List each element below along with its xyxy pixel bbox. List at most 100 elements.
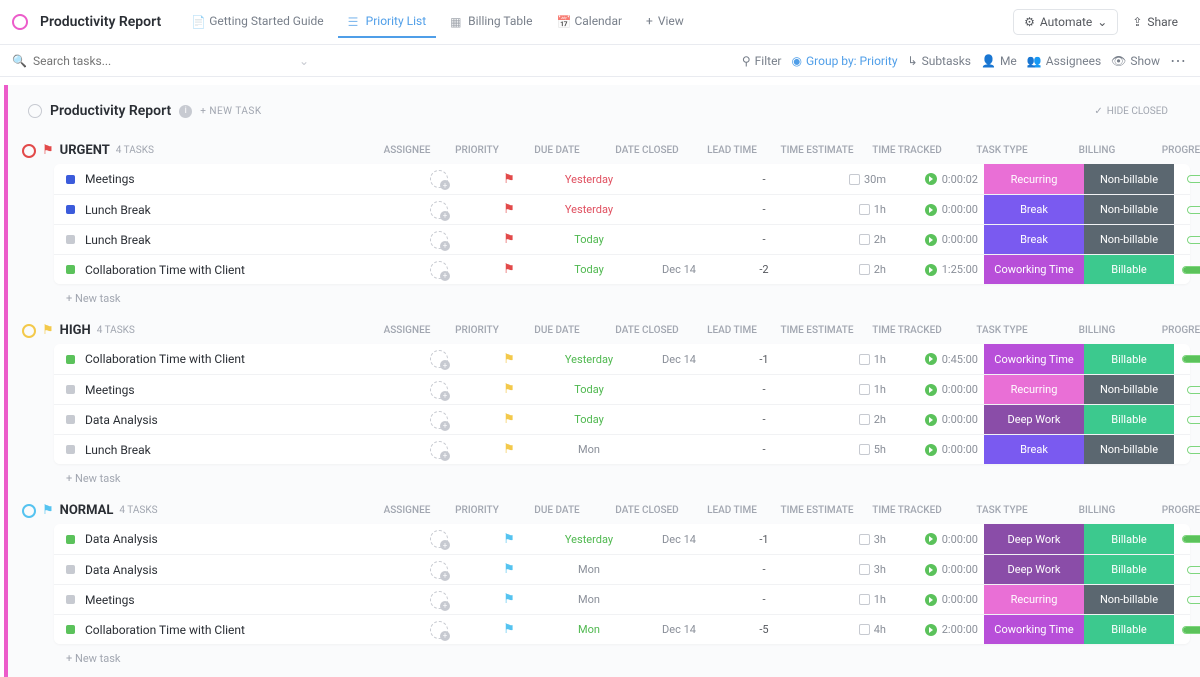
new-task-button[interactable]: + New task bbox=[14, 284, 1200, 305]
due-date[interactable]: Yesterday bbox=[544, 203, 634, 216]
time-estimate[interactable]: 2h bbox=[804, 413, 894, 426]
time-tracked[interactable]: 0:00:00 bbox=[894, 413, 984, 426]
due-date[interactable]: Today bbox=[544, 413, 634, 426]
priority-flag-icon[interactable]: ⚑ bbox=[503, 412, 515, 427]
due-date[interactable]: Mon bbox=[544, 623, 634, 636]
add-view-button[interactable]: + View bbox=[636, 6, 694, 38]
play-icon[interactable] bbox=[925, 384, 937, 396]
billing-tag[interactable]: Non-billable bbox=[1084, 585, 1174, 614]
time-tracked[interactable]: 0:00:00 bbox=[894, 593, 984, 606]
time-tracked[interactable]: 0:00:00 bbox=[894, 443, 984, 456]
assignee-avatar[interactable] bbox=[430, 381, 448, 399]
show-button[interactable]: 👁Show bbox=[1111, 54, 1160, 68]
assignee-avatar[interactable] bbox=[430, 591, 448, 609]
billing-tag[interactable]: Non-billable bbox=[1084, 375, 1174, 404]
time-estimate[interactable]: 3h bbox=[804, 533, 894, 546]
billing-tag[interactable]: Billable bbox=[1084, 615, 1174, 644]
progress-cell[interactable]: 0% bbox=[1174, 595, 1200, 605]
assignee-avatar[interactable] bbox=[430, 411, 448, 429]
billing-tag[interactable]: Billable bbox=[1084, 255, 1174, 284]
collapse-icon[interactable] bbox=[22, 324, 36, 338]
play-icon[interactable] bbox=[925, 173, 937, 185]
priority-flag-icon[interactable]: ⚑ bbox=[503, 352, 515, 367]
collapse-icon[interactable] bbox=[22, 144, 36, 158]
play-icon[interactable] bbox=[925, 444, 937, 456]
task-row[interactable]: Collaboration Time with Client ⚑ Today D… bbox=[54, 254, 1190, 284]
play-icon[interactable] bbox=[925, 204, 937, 216]
play-icon[interactable] bbox=[925, 234, 937, 246]
tab-priority-list[interactable]: ☰ Priority List bbox=[338, 6, 436, 38]
progress-cell[interactable]: 0% bbox=[1174, 565, 1200, 575]
progress-cell[interactable]: 0% bbox=[1174, 415, 1200, 425]
task-type-tag[interactable]: Deep Work bbox=[984, 555, 1084, 584]
time-estimate[interactable]: 4h bbox=[804, 623, 894, 636]
due-date[interactable]: Yesterday bbox=[544, 353, 634, 366]
me-button[interactable]: 👤Me bbox=[981, 54, 1017, 68]
task-type-tag[interactable]: Recurring bbox=[984, 375, 1084, 404]
chevron-down-icon[interactable]: ⌄ bbox=[299, 54, 309, 68]
progress-cell[interactable]: 100% bbox=[1174, 534, 1200, 544]
due-date[interactable]: Today bbox=[544, 263, 634, 276]
priority-flag-icon[interactable]: ⚑ bbox=[503, 262, 515, 277]
task-row[interactable]: Lunch Break ⚑ Mon - 5h 0:00:00 Break Non… bbox=[54, 434, 1190, 464]
progress-cell[interactable]: 0% bbox=[1174, 445, 1200, 455]
search-input[interactable] bbox=[33, 54, 233, 68]
due-date[interactable]: Today bbox=[544, 383, 634, 396]
time-tracked[interactable]: 0:00:00 bbox=[894, 383, 984, 396]
due-date[interactable]: Mon bbox=[544, 593, 634, 606]
automate-button[interactable]: ⚙ Automate ⌄ bbox=[1013, 9, 1118, 35]
tab-getting-started-guide[interactable]: 📄 Getting Started Guide bbox=[181, 6, 333, 38]
status-square-icon[interactable] bbox=[66, 535, 75, 544]
time-estimate[interactable]: 1h bbox=[804, 353, 894, 366]
priority-flag-icon[interactable]: ⚑ bbox=[503, 592, 515, 607]
section-toggle-icon[interactable] bbox=[28, 104, 42, 118]
new-task-button[interactable]: + New task bbox=[14, 464, 1200, 485]
task-type-tag[interactable]: Coworking Time bbox=[984, 255, 1084, 284]
status-square-icon[interactable] bbox=[66, 385, 75, 394]
task-row[interactable]: Meetings ⚑ Yesterday - 30m 0:00:02 Recur… bbox=[54, 164, 1190, 194]
play-icon[interactable] bbox=[925, 353, 937, 365]
status-square-icon[interactable] bbox=[66, 565, 75, 574]
time-estimate[interactable]: 5h bbox=[804, 443, 894, 456]
task-type-tag[interactable]: Break bbox=[984, 225, 1084, 254]
progress-cell[interactable]: 100% bbox=[1174, 625, 1200, 635]
hide-closed-button[interactable]: ✓ HIDE CLOSED bbox=[1094, 106, 1168, 117]
tab-billing-table[interactable]: ▦ Billing Table bbox=[440, 6, 542, 38]
more-menu[interactable]: ⋯ bbox=[1170, 51, 1188, 70]
task-type-tag[interactable]: Deep Work bbox=[984, 524, 1084, 554]
info-icon[interactable]: i bbox=[179, 105, 192, 118]
status-square-icon[interactable] bbox=[66, 235, 75, 244]
progress-cell[interactable]: 0% bbox=[1174, 174, 1200, 184]
task-type-tag[interactable]: Deep Work bbox=[984, 405, 1084, 434]
priority-flag-icon[interactable]: ⚑ bbox=[503, 622, 515, 637]
time-tracked[interactable]: 0:00:00 bbox=[894, 233, 984, 246]
billing-tag[interactable]: Billable bbox=[1084, 344, 1174, 374]
task-row[interactable]: Data Analysis ⚑ Mon - 3h 0:00:00 Deep Wo… bbox=[54, 554, 1190, 584]
status-square-icon[interactable] bbox=[66, 265, 75, 274]
priority-flag-icon[interactable]: ⚑ bbox=[503, 382, 515, 397]
group-by-button[interactable]: ◉Group by: Priority bbox=[792, 54, 898, 68]
priority-flag-icon[interactable]: ⚑ bbox=[503, 532, 515, 547]
assignee-avatar[interactable] bbox=[430, 441, 448, 459]
status-square-icon[interactable] bbox=[66, 445, 75, 454]
time-tracked[interactable]: 0:00:00 bbox=[894, 533, 984, 546]
priority-flag-icon[interactable]: ⚑ bbox=[503, 172, 515, 187]
progress-cell[interactable]: 0% bbox=[1174, 205, 1200, 215]
due-date[interactable]: Yesterday bbox=[544, 533, 634, 546]
task-row[interactable]: Collaboration Time with Client ⚑ Yesterd… bbox=[54, 344, 1190, 374]
play-icon[interactable] bbox=[925, 264, 937, 276]
time-tracked[interactable]: 0:00:00 bbox=[894, 203, 984, 216]
task-type-tag[interactable]: Break bbox=[984, 435, 1084, 464]
progress-cell[interactable]: 0% bbox=[1174, 385, 1200, 395]
play-icon[interactable] bbox=[925, 564, 937, 576]
play-icon[interactable] bbox=[925, 624, 937, 636]
status-square-icon[interactable] bbox=[66, 205, 75, 214]
task-row[interactable]: Collaboration Time with Client ⚑ Mon Dec… bbox=[54, 614, 1190, 644]
priority-flag-icon[interactable]: ⚑ bbox=[503, 442, 515, 457]
time-estimate[interactable]: 2h bbox=[804, 263, 894, 276]
assignee-avatar[interactable] bbox=[430, 261, 448, 279]
task-type-tag[interactable]: Coworking Time bbox=[984, 344, 1084, 374]
progress-cell[interactable]: 100% bbox=[1174, 354, 1200, 364]
new-task-button[interactable]: + New task bbox=[14, 644, 1200, 665]
status-square-icon[interactable] bbox=[66, 355, 75, 364]
